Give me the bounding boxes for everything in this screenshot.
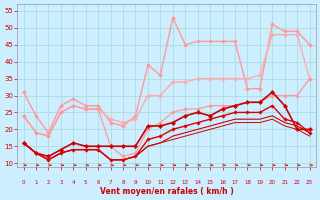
X-axis label: Vent moyen/en rafales ( km/h ): Vent moyen/en rafales ( km/h ) (100, 187, 234, 196)
